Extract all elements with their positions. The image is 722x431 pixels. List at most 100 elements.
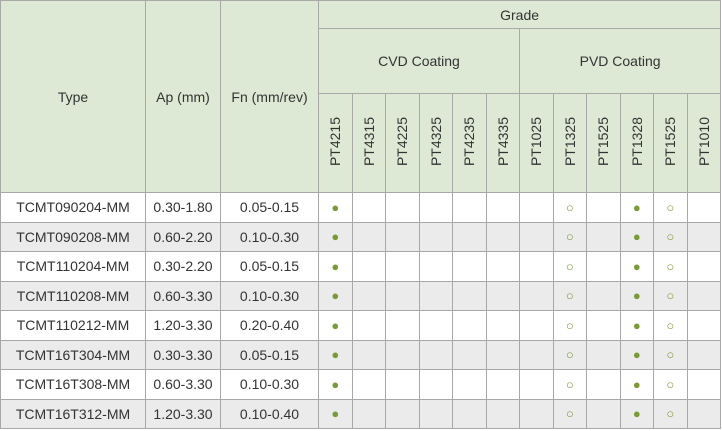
empty-cell: [351, 192, 386, 223]
mark-cell: ○: [552, 398, 587, 429]
empty-cell: [418, 192, 453, 223]
ap-cell: 0.60-3.30: [145, 280, 221, 311]
empty-cell: [418, 310, 453, 341]
fn-cell: 0.20-0.40: [220, 310, 319, 341]
grade-header: PT1328: [619, 93, 654, 193]
grade-header: PT4235: [452, 93, 487, 193]
empty-cell: [485, 339, 520, 370]
table-body: TCMT090204-MM 0.30-1.80 0.05-0.15 ● ○ ● ○ TCMT0…: [0, 192, 722, 429]
empty-cell: [452, 310, 487, 341]
empty-cell: [452, 398, 487, 429]
empty-cell: [351, 339, 386, 370]
grade-header: PT4315: [351, 93, 386, 193]
mark-cell: ○: [552, 192, 587, 223]
empty-cell: [351, 369, 386, 400]
empty-cell: [686, 221, 722, 252]
empty-cell: [519, 221, 554, 252]
grade-label: PT1025: [528, 116, 545, 167]
type-cell: TCMT090204-MM: [0, 192, 146, 223]
table-row: TCMT16T304-MM 0.30-3.30 0.05-0.15 ● ○ ● ○: [0, 339, 722, 370]
table-row: TCMT110208-MM 0.60-3.30 0.10-0.30 ● ○ ● ○: [0, 280, 722, 311]
empty-cell: [485, 192, 520, 223]
grade-label: PT4225: [394, 116, 411, 167]
ap-cell: 0.30-3.30: [145, 339, 221, 370]
table-row: TCMT16T312-MM 1.20-3.30 0.10-0.40 ● ○ ● ○: [0, 398, 722, 429]
table-row: TCMT090204-MM 0.30-1.80 0.05-0.15 ● ○ ● ○: [0, 192, 722, 223]
empty-cell: [351, 398, 386, 429]
header-row: CVD Coating PVD Coating: [1, 28, 722, 94]
mark-cell: ●: [619, 339, 654, 370]
grade-label: PT4325: [427, 116, 444, 167]
mark-cell: ●: [619, 221, 654, 252]
empty-cell: [485, 398, 520, 429]
empty-cell: [586, 251, 621, 282]
type-cell: TCMT16T304-MM: [0, 339, 146, 370]
grade-label: PT1525: [595, 116, 612, 167]
mark-cell: ○: [653, 398, 688, 429]
empty-cell: [385, 369, 420, 400]
ap-cell: 1.20-3.30: [145, 310, 221, 341]
empty-cell: [418, 369, 453, 400]
mark-cell: ○: [653, 192, 688, 223]
header-row: PT4215 PT4315 PT4225 PT4325 PT4235 PT4335 PT10…: [1, 93, 722, 193]
ap-cell: 0.60-2.20: [145, 221, 221, 252]
type-cell: TCMT110204-MM: [0, 251, 146, 282]
grade-header: PT1025: [519, 93, 554, 193]
grade-label: PT1010: [695, 116, 712, 167]
header-cell: Ap (mm): [145, 0, 221, 193]
empty-cell: [452, 221, 487, 252]
fn-cell: 0.10-0.30: [220, 280, 319, 311]
ap-cell: 0.60-3.30: [145, 369, 221, 400]
grade-header: PT4335: [485, 93, 520, 193]
empty-cell: [686, 280, 722, 311]
fn-cell: 0.05-0.15: [220, 339, 319, 370]
empty-cell: [485, 221, 520, 252]
mark-cell: ○: [552, 310, 587, 341]
mark-cell: ○: [552, 221, 587, 252]
mark-cell: ○: [552, 280, 587, 311]
grade-label: PT1328: [628, 116, 645, 167]
empty-cell: [519, 398, 554, 429]
mark-cell: ●: [619, 310, 654, 341]
table-row: TCMT090208-MM 0.60-2.20 0.10-0.30 ● ○ ● ○: [0, 221, 722, 252]
ap-cell: 1.20-3.30: [145, 398, 221, 429]
grade-label: PT4315: [360, 116, 377, 167]
mark-cell: ○: [653, 310, 688, 341]
empty-cell: [418, 280, 453, 311]
empty-cell: [452, 280, 487, 311]
mark-cell: ○: [653, 369, 688, 400]
empty-cell: [418, 251, 453, 282]
fn-cell: 0.05-0.15: [220, 192, 319, 223]
grade-header: PT1325: [552, 93, 587, 193]
empty-cell: [686, 310, 722, 341]
empty-cell: [586, 192, 621, 223]
empty-cell: [686, 398, 722, 429]
mark-cell: ●: [318, 339, 353, 370]
empty-cell: [385, 192, 420, 223]
mark-cell: ●: [619, 369, 654, 400]
empty-cell: [519, 251, 554, 282]
table-row: TCMT16T308-MM 0.60-3.30 0.10-0.30 ● ○ ● ○: [0, 369, 722, 400]
grade-header: PT4215: [318, 93, 353, 193]
empty-cell: [385, 339, 420, 370]
empty-cell: [586, 310, 621, 341]
ap-cell: 0.30-2.20: [145, 251, 221, 282]
grade-label: PT1525: [662, 116, 679, 167]
grade-label: PT4335: [494, 116, 511, 167]
empty-cell: [485, 280, 520, 311]
empty-cell: [418, 398, 453, 429]
empty-cell: [485, 369, 520, 400]
table-row: TCMT110212-MM 1.20-3.30 0.20-0.40 ● ○ ● ○: [0, 310, 722, 341]
mark-cell: ●: [318, 192, 353, 223]
empty-cell: [385, 280, 420, 311]
fn-cell: 0.10-0.30: [220, 221, 319, 252]
mark-cell: ○: [552, 251, 587, 282]
empty-cell: [418, 221, 453, 252]
empty-cell: [586, 339, 621, 370]
mark-cell: ●: [318, 251, 353, 282]
mark-cell: ●: [318, 310, 353, 341]
group-header: CVD Coating: [318, 28, 520, 94]
type-cell: TCMT16T312-MM: [0, 398, 146, 429]
grade-label: PT4235: [461, 116, 478, 167]
